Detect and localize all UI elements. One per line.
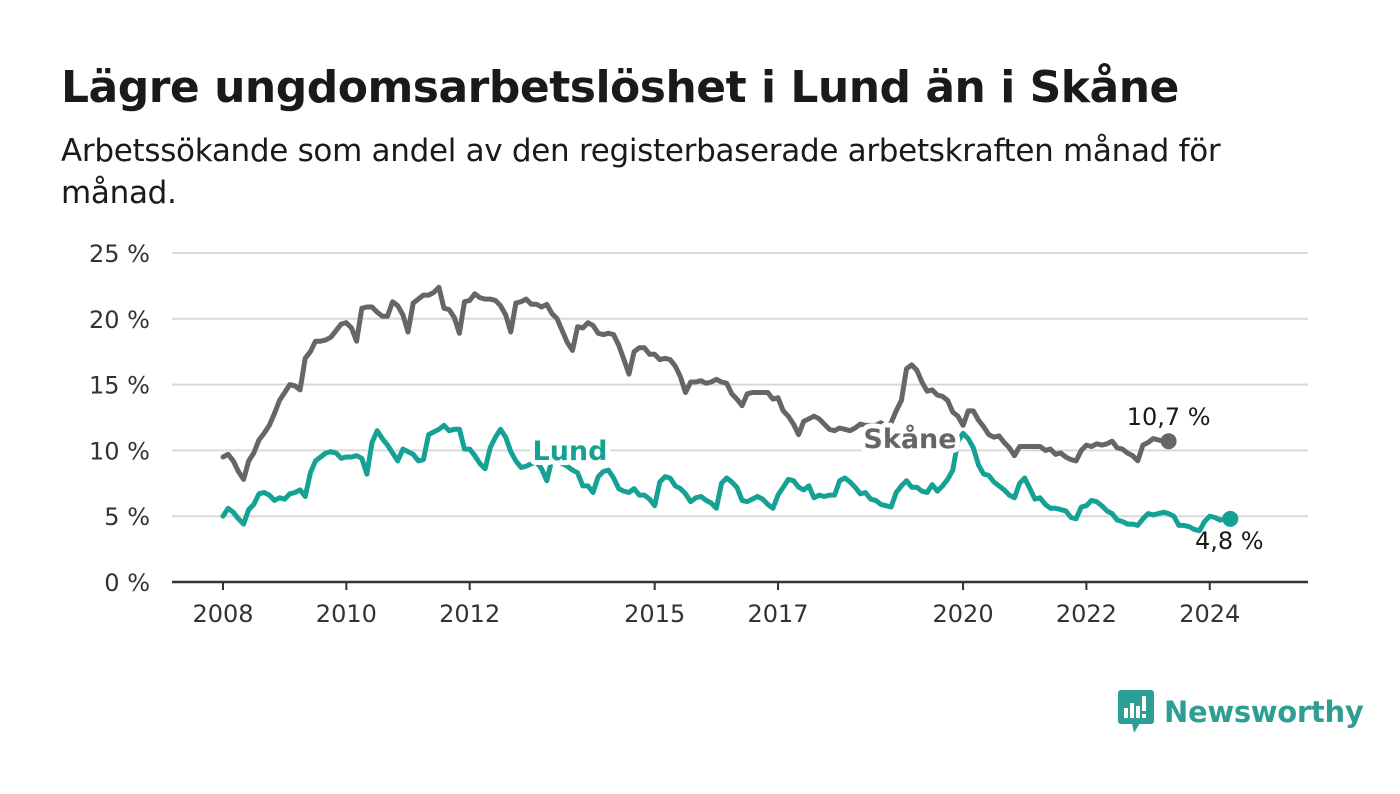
series-line-skne xyxy=(220,284,1172,482)
bar-chart-speech-bubble-icon xyxy=(1118,690,1154,733)
newsworthy-logo: Newsworthy xyxy=(1118,690,1364,734)
x-axis: 2008 2010 2012 2015 2017 2020 2022 2024 xyxy=(192,582,1240,628)
y-tick-label: 15 % xyxy=(89,372,150,400)
series-label: Lund xyxy=(533,436,608,467)
x-tick-label: 2017 xyxy=(748,600,809,628)
chart-title: Lägre ungdomsarbetslöshet i Lund än i Sk… xyxy=(61,62,1179,113)
x-tick-label: 2020 xyxy=(933,600,994,628)
end-value-label: 10,7 % xyxy=(1127,403,1211,431)
end-value-label: 4,8 % xyxy=(1195,527,1264,555)
y-axis: 0 % 5 % 10 % 15 % 20 % 25 % xyxy=(89,240,150,597)
series-end-point xyxy=(1160,433,1177,450)
series-label: Skåne xyxy=(863,423,956,455)
x-tick-label: 2024 xyxy=(1179,600,1240,628)
series-lines xyxy=(220,284,1239,534)
y-tick-label: 20 % xyxy=(89,306,150,334)
y-tick-label: 0 % xyxy=(104,569,150,597)
series-label-halo: Skåne xyxy=(863,423,956,455)
x-tick-label: 2010 xyxy=(316,600,377,628)
y-tick-label: 10 % xyxy=(89,437,150,465)
y-tick-label: 5 % xyxy=(104,503,150,531)
x-tick-label: 2022 xyxy=(1056,600,1117,628)
y-tick-label: 25 % xyxy=(89,240,150,268)
x-tick-label: 2008 xyxy=(192,600,253,628)
x-tick-label: 2015 xyxy=(624,600,685,628)
chart-subtitle: Arbetssökande som andel av den registerb… xyxy=(61,133,1221,211)
logo-text: Newsworthy xyxy=(1164,695,1364,729)
series-end-point xyxy=(1222,510,1239,527)
series-label-halo: Lund xyxy=(533,436,608,467)
series-line-lund xyxy=(220,422,1233,534)
x-tick-label: 2012 xyxy=(439,600,500,628)
